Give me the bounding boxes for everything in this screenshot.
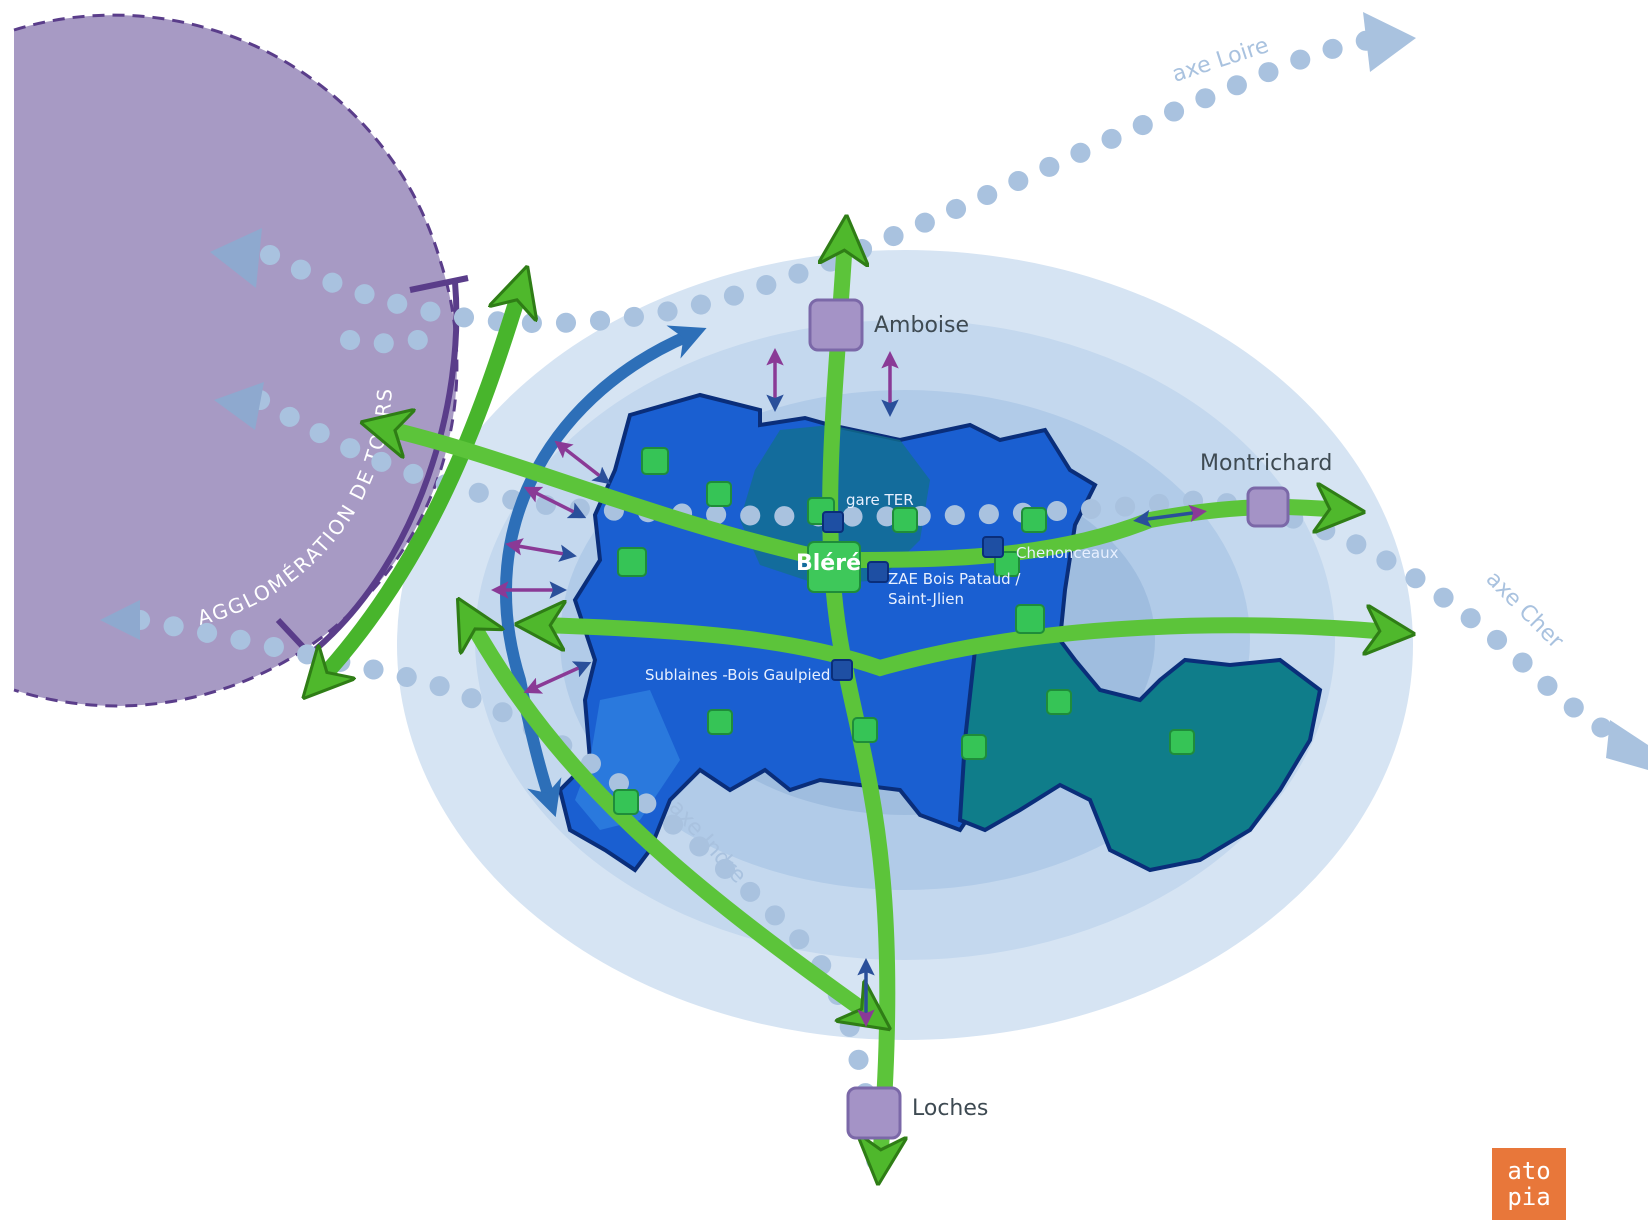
blere-square [807,541,861,593]
axis-indre-west-arrowhead [100,600,140,640]
zone-zae [867,561,889,583]
green-links [320,240,1390,1160]
chenonceaux-label: Chenonceaux [1016,544,1119,562]
site-square [707,709,733,735]
montrichard-label: Montrichard [1200,451,1332,476]
atopia-logo: ato pia [1492,1148,1566,1220]
sublaines-label: Sublaines -Bois Gaulpied [645,666,830,684]
logo-line2: pia [1507,1183,1551,1211]
site-square [892,507,918,533]
blere-label: Bléré [796,551,861,576]
loches-label: Loches [912,1096,988,1121]
site-square [994,551,1020,577]
site-squares [613,447,1195,815]
logo-line1: ato [1507,1157,1551,1185]
site-square [1169,729,1195,755]
exchange-arrows [491,348,1207,1027]
loches-square [846,1086,902,1140]
zae-label-line1: ZAE Bois Pataud / [888,570,1021,588]
amboise-square [808,298,864,352]
gare-label: gare TER [846,491,914,509]
agglomeration-tours: AGGLOMÉRATION DE TOURS [13,13,469,708]
site-square [617,547,647,577]
zae-label-line2: Saint-Jlien [888,590,964,608]
business-zones [822,511,1004,681]
site-square [613,789,639,815]
green-arrow-southwest [470,620,870,1015]
site-square [852,717,878,743]
amboise-label: Amboise [874,313,969,338]
site-square [1015,604,1045,634]
axis-loire-arrowhead [1363,12,1416,72]
axis-loire-label: axe Loire [1169,33,1272,88]
montrichard-square [1246,486,1290,528]
site-square [1021,507,1047,533]
site-square [961,734,987,760]
axis-cher-arrowhead [1606,720,1648,770]
zone-sublaines [831,659,853,681]
zone-gare [822,511,844,533]
axis-cher-west-arrowhead [214,382,264,430]
zone-chenonceaux [982,536,1004,558]
site-square [706,481,732,507]
site-square [641,447,669,475]
axis-loire-west-arrowhead [210,228,262,288]
site-square [1046,689,1072,715]
